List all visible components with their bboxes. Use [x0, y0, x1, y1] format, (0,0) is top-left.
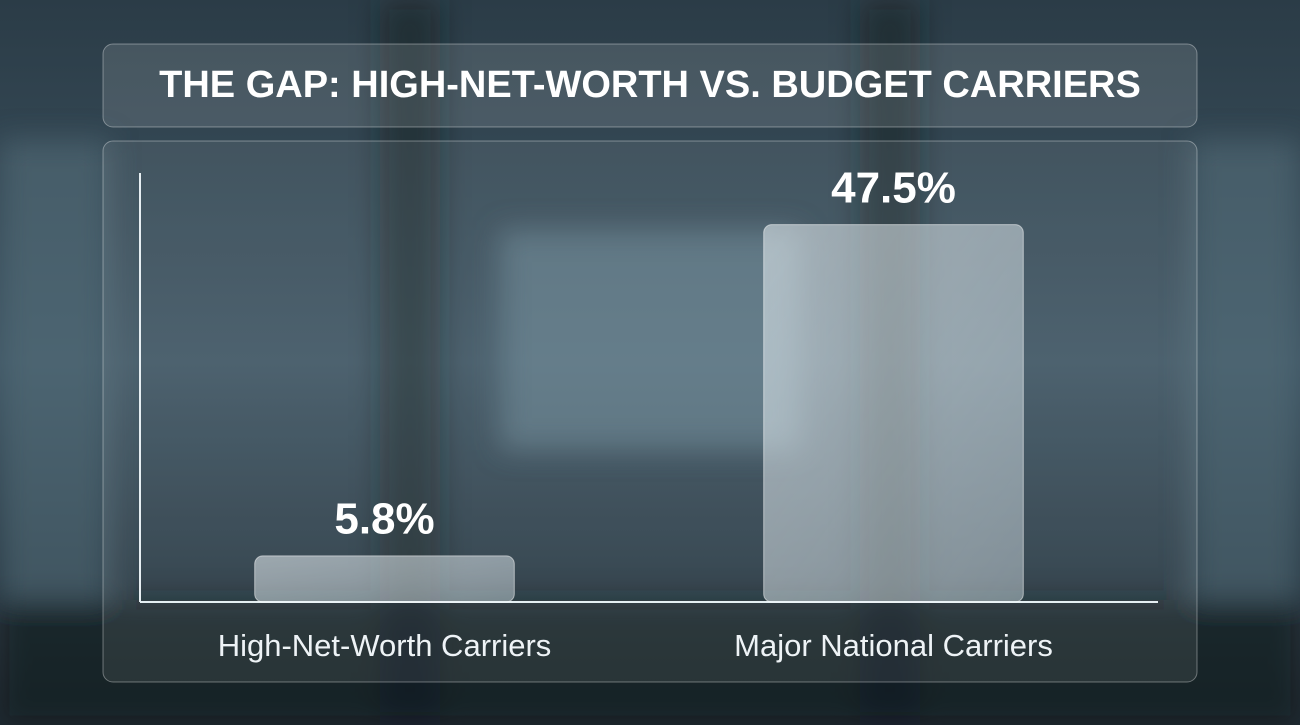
value-label: 5.8% — [334, 495, 434, 544]
x-tick-label: High-Net-Worth Carriers — [218, 628, 552, 663]
value-label: 47.5% — [831, 163, 956, 212]
bar-sheen — [254, 555, 515, 602]
chart-title: THE GAP: HIGH-NET-WORTH VS. BUDGET CARRI… — [159, 64, 1141, 106]
x-tick-label: Major National Carriers — [734, 628, 1053, 663]
bar-sheen — [763, 224, 1024, 602]
title-panel — [102, 43, 1198, 128]
